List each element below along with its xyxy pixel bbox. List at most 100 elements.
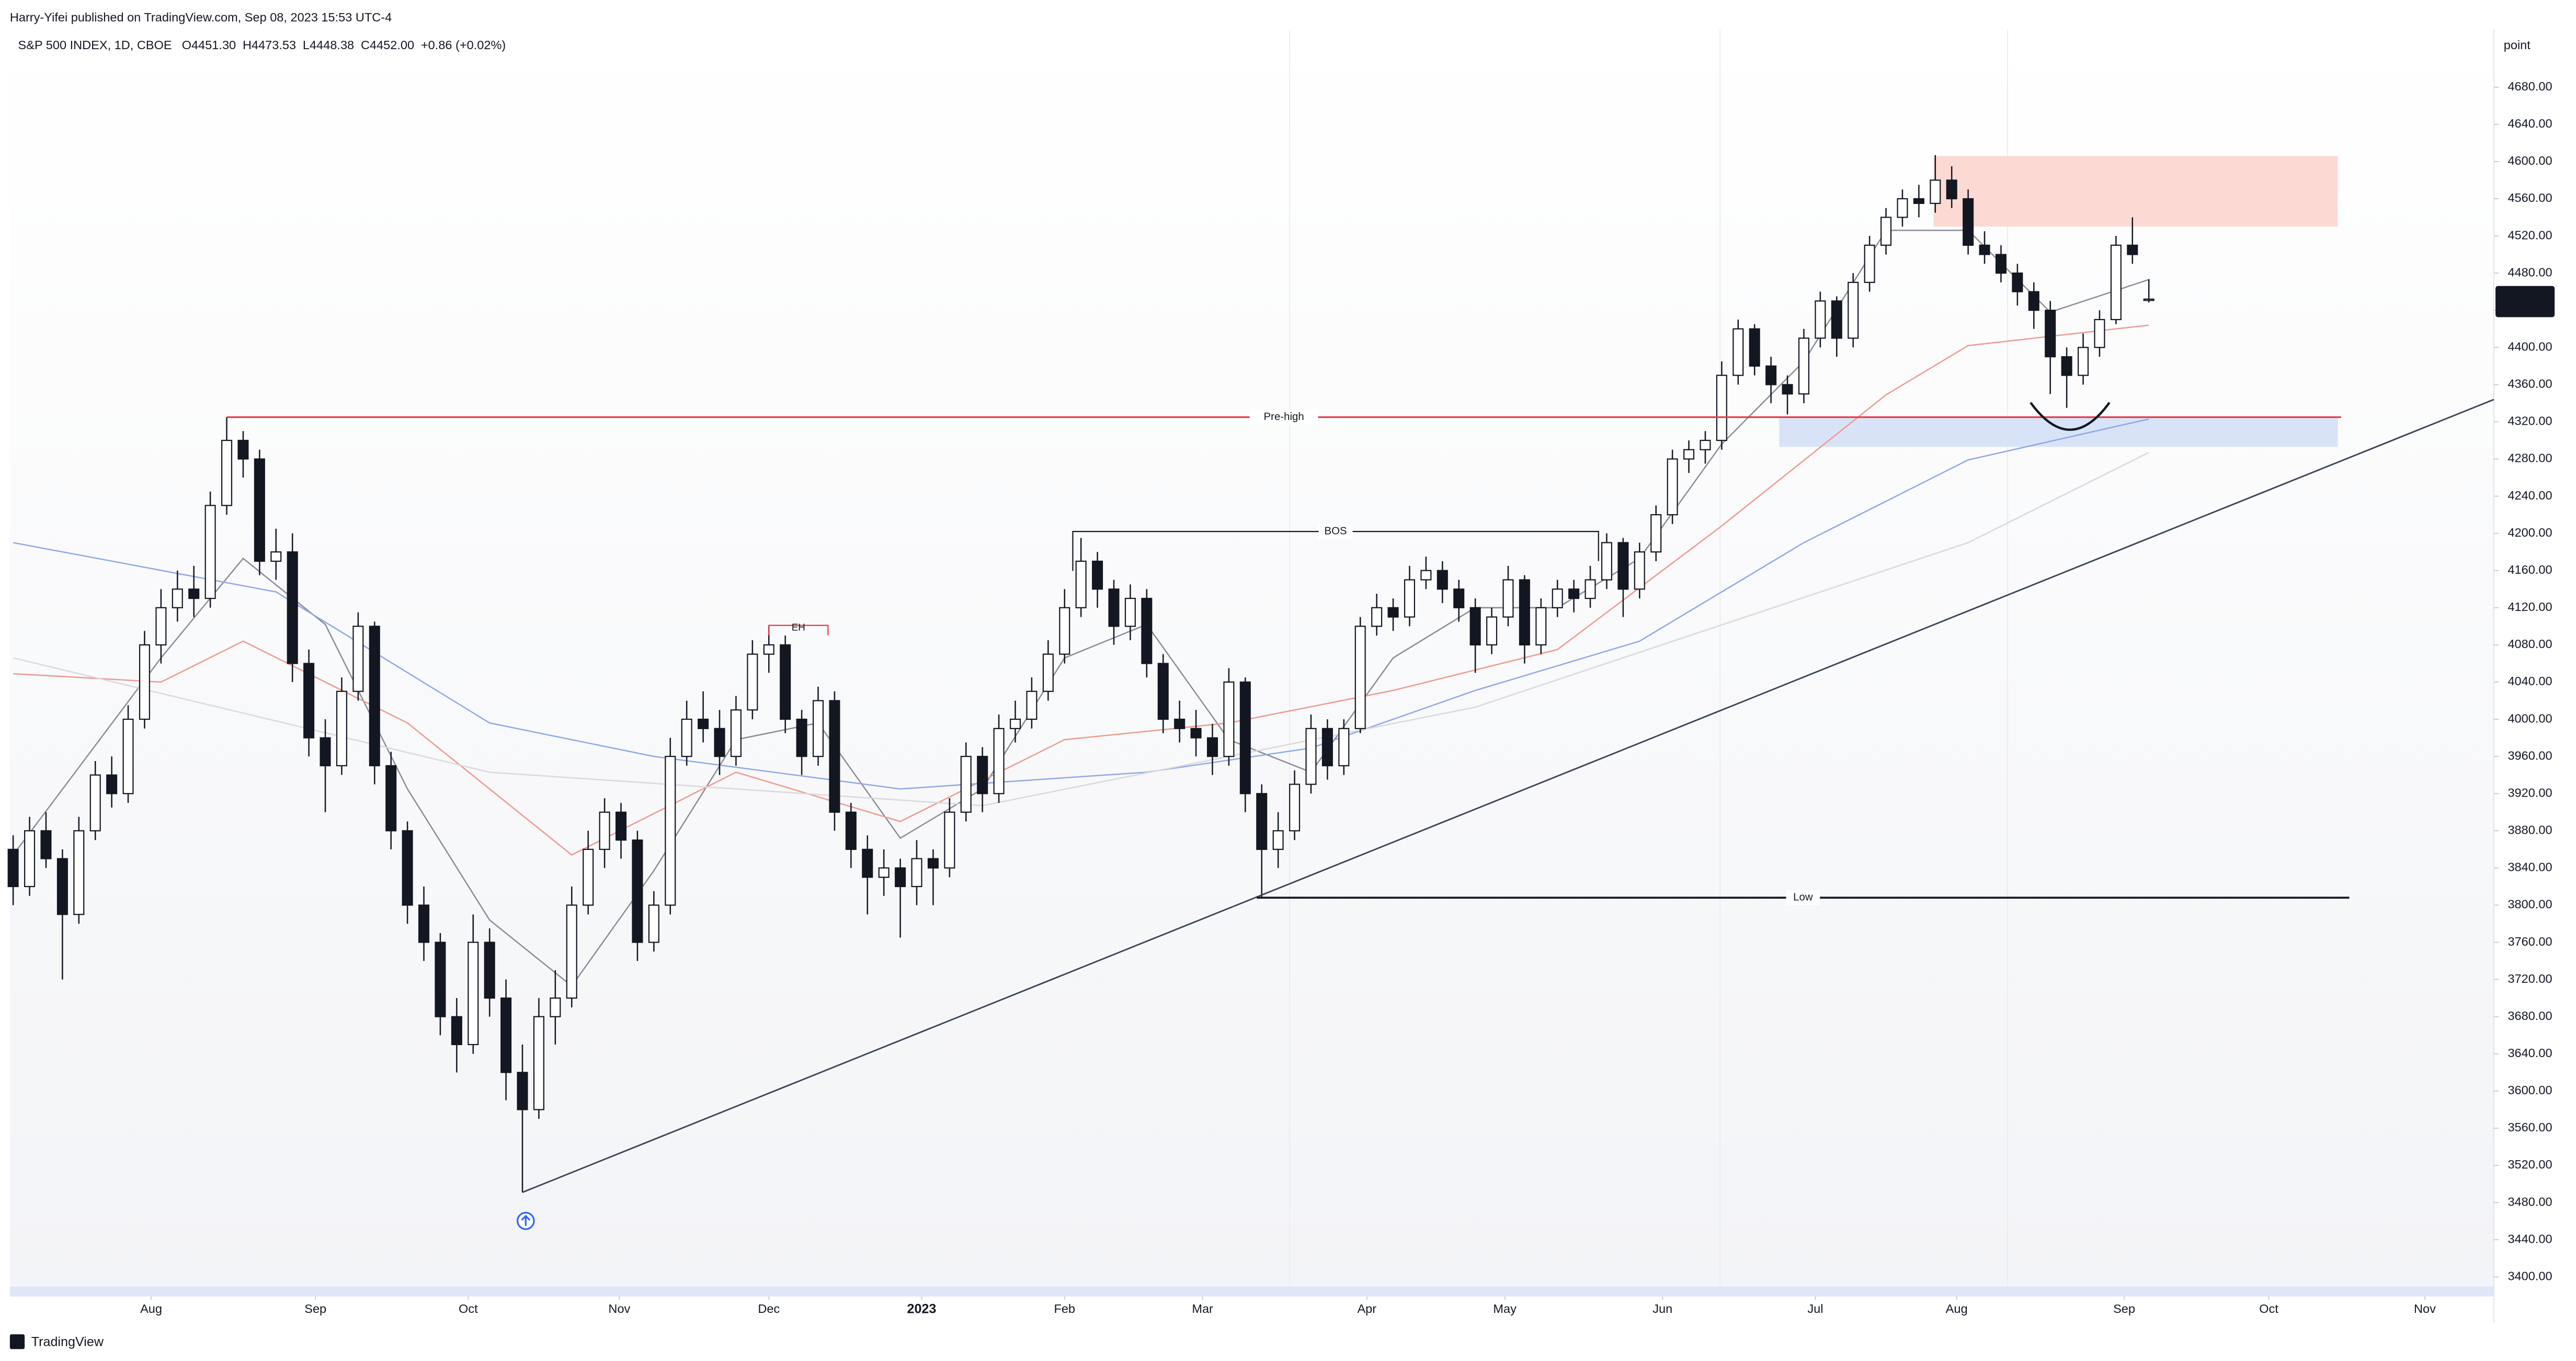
- x-tick-label: Mar: [1192, 1302, 1213, 1315]
- candle-body: [2045, 310, 2056, 358]
- candle-body: [1831, 300, 1842, 339]
- candle-body: [1026, 690, 1038, 720]
- timeline-bar: [9, 1286, 2494, 1297]
- y-tick-label: 3680.00: [2507, 1009, 2552, 1023]
- y-tick-label: 4320.00: [2507, 414, 2552, 428]
- candle-body: [73, 830, 85, 915]
- candle-body: [1732, 328, 1744, 376]
- candle-body: [2028, 291, 2039, 311]
- candle-body: [204, 505, 216, 599]
- event-icon-arrow: [521, 1215, 531, 1226]
- annotations: Pre-high Low BOS EH: [226, 399, 2494, 1193]
- candle-body: [960, 756, 972, 813]
- candle-body: [1700, 439, 1711, 450]
- y-tick-label: 4680.00: [2507, 80, 2552, 93]
- low: L4448.38: [303, 38, 354, 52]
- candle-body: [188, 588, 200, 599]
- candle-body: [1765, 365, 1777, 385]
- brand: TradingView: [31, 1334, 104, 1349]
- plot-background: [9, 29, 2494, 1290]
- candle-body: [1683, 449, 1695, 460]
- y-tick-label: 4120.00: [2507, 600, 2552, 614]
- y-tick-label: 3880.00: [2507, 823, 2552, 837]
- candle-body: [336, 690, 347, 767]
- eh-line: [768, 625, 829, 636]
- candle-body: [106, 774, 118, 795]
- y-tick-label: 3560.00: [2507, 1120, 2552, 1134]
- candle-body: [1042, 653, 1054, 692]
- candle-body: [1963, 198, 1974, 246]
- candle-body: [287, 551, 298, 664]
- candle-body: [1486, 616, 1498, 646]
- x-tick-label: Aug: [1946, 1302, 1968, 1315]
- bos-label-bg: [1318, 524, 1353, 539]
- moving-average: [13, 324, 2149, 856]
- candle-body: [1108, 588, 1120, 627]
- candle-body: [2094, 319, 2105, 348]
- candle-body: [845, 811, 857, 850]
- x-tick-label: Aug: [140, 1302, 162, 1315]
- y-tick-label: 4280.00: [2507, 451, 2552, 465]
- candle-body: [1239, 681, 1251, 795]
- close: C4452.00: [361, 38, 414, 52]
- candle-body: [648, 904, 659, 943]
- trendline: [522, 399, 2494, 1193]
- candle-body: [895, 867, 906, 888]
- candle-body: [1075, 560, 1087, 608]
- y-tick-label: 4200.00: [2507, 526, 2552, 539]
- candle-body: [780, 644, 791, 720]
- candle-body: [1371, 607, 1383, 627]
- candle-body: [911, 858, 922, 888]
- candle-body: [550, 997, 561, 1017]
- moving-average: [13, 230, 2149, 987]
- candle-body: [254, 458, 265, 562]
- candle-body: [1519, 579, 1530, 646]
- candle-body: [2127, 244, 2138, 255]
- candle-body: [2077, 347, 2089, 376]
- y-tick-label: 4080.00: [2507, 637, 2552, 651]
- candle-body: [517, 1072, 528, 1110]
- candle-body: [1420, 570, 1432, 581]
- candle-body: [632, 839, 643, 943]
- x-tick-label: Nov: [608, 1302, 630, 1315]
- y-tick-label: 4160.00: [2507, 563, 2552, 576]
- candle-body: [944, 811, 955, 869]
- x-tick-label: Jun: [1652, 1302, 1672, 1315]
- candle-body: [1634, 551, 1645, 590]
- candle-body: [1568, 588, 1580, 599]
- symbol-legend: S&P 500 INDEX, 1D, CBOE O4451.30 H4473.5…: [18, 38, 506, 52]
- candle-body: [533, 1016, 544, 1110]
- x-tick-label: Oct: [459, 1302, 478, 1315]
- candle-body: [1141, 597, 1153, 664]
- candle-body: [1190, 728, 1202, 739]
- candle-body: [698, 718, 709, 729]
- candle-body: [451, 1016, 462, 1046]
- candle-body: [237, 439, 249, 460]
- candle-body: [435, 942, 446, 1017]
- candle-body: [500, 997, 512, 1073]
- candle-body: [730, 709, 742, 757]
- x-tick-label: Dec: [758, 1302, 780, 1315]
- countdown-label: 21:48: [2511, 302, 2539, 315]
- candle-body: [1601, 542, 1612, 581]
- y-tick-label: 4040.00: [2507, 674, 2552, 688]
- candle-body: [1946, 179, 1957, 200]
- y-tick-label: 3640.00: [2507, 1046, 2552, 1060]
- candle-body: [665, 756, 676, 906]
- axis-unit: point: [2504, 38, 2531, 52]
- x-tick-label: May: [1493, 1302, 1517, 1315]
- candle-body: [1995, 254, 2007, 274]
- candle-body: [2012, 273, 2023, 292]
- candle-body: [1930, 179, 1941, 204]
- candle-body: [1009, 718, 1021, 729]
- candle-body: [303, 663, 315, 739]
- x-tick-label: Apr: [1357, 1302, 1376, 1315]
- y-tick-label: 4000.00: [2507, 711, 2552, 725]
- y-tick-label: 4520.00: [2507, 228, 2552, 242]
- candle-body: [1124, 597, 1136, 627]
- candle-body: [172, 588, 183, 608]
- x-tick-label: Oct: [2259, 1302, 2278, 1315]
- candle-body: [56, 858, 68, 915]
- candle-body: [24, 830, 36, 888]
